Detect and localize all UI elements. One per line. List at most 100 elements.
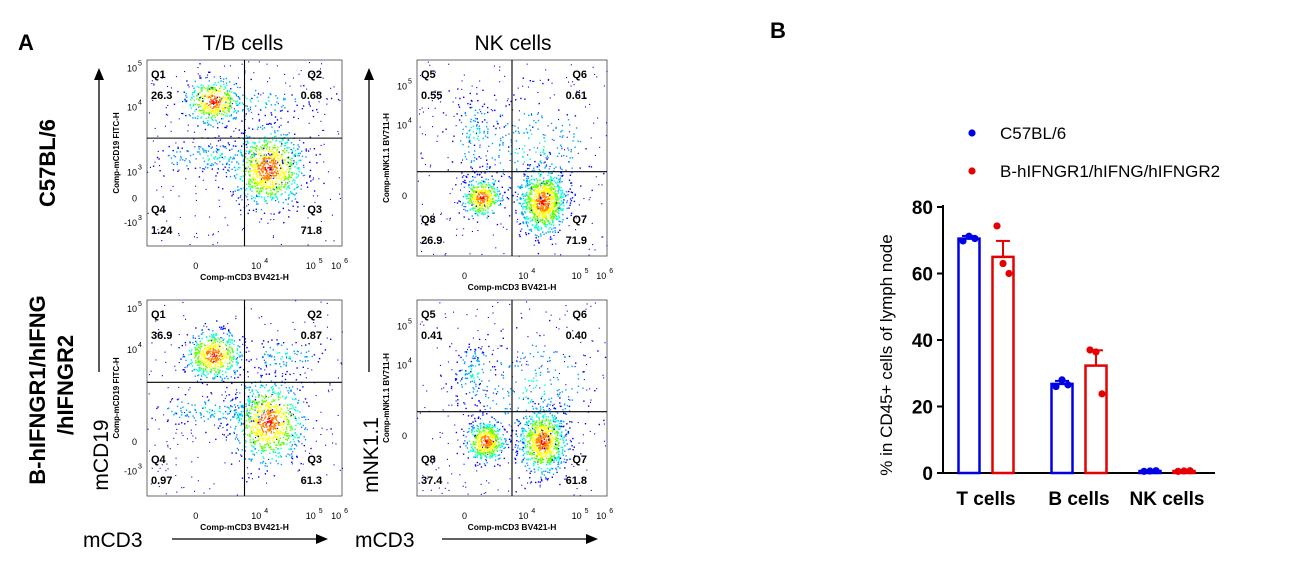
data-point <box>1140 467 1148 475</box>
data-point <box>1174 467 1182 475</box>
x-tick-label: T cells <box>956 489 1015 510</box>
y-tick-label: 20 <box>912 398 933 419</box>
quadrant-value: 0.61 <box>566 90 587 102</box>
quadrant-value: 1.24 <box>151 225 173 237</box>
x-tick-exponent: 6 <box>344 508 348 515</box>
x-tick-label: 0 <box>193 261 198 271</box>
y-tick-exponent: 5 <box>138 60 142 67</box>
y-tick-exponent: 3 <box>138 215 142 222</box>
y-axis-title: % in CD45+ cells of lymph node <box>877 234 896 475</box>
flow-x-axis-title: Comp-mCD3 BV421-H <box>468 282 557 292</box>
quadrant-label: Q3 <box>307 204 322 216</box>
y-tick-label: 10 <box>127 168 137 178</box>
data-point <box>965 232 973 240</box>
quadrant-value: 0.87 <box>301 330 322 342</box>
quadrant-label: Q3 <box>307 454 322 466</box>
data-point <box>1064 381 1072 389</box>
panel-label-b: B <box>770 18 786 43</box>
data-point <box>959 237 967 245</box>
flow-y-axis-title: Comp-mNK1.1 BV711-H <box>382 113 391 203</box>
row-label-humanized-line2: /hIFNGR2 <box>53 335 78 435</box>
quadrant-label: Q8 <box>421 214 436 226</box>
quadrant-label: Q5 <box>421 309 436 321</box>
row-label-humanized-line1: B-hIFNGR1/hIFNG <box>25 295 50 484</box>
y-tick-label: 40 <box>912 331 933 352</box>
x-tick-exponent: 5 <box>585 508 589 515</box>
data-point <box>1180 467 1188 475</box>
y-tick-label: 10 <box>127 103 137 113</box>
quadrant-value: 26.3 <box>151 90 172 102</box>
x-tick-label: 10 <box>251 511 261 521</box>
column-title-tb: T/B cells <box>203 32 284 55</box>
quadrant-label: Q2 <box>307 309 322 321</box>
x-tick-label: 10 <box>518 511 528 521</box>
y-tick-label: 0 <box>402 431 407 441</box>
data-point <box>1052 382 1060 391</box>
y-tick-exponent: 3 <box>138 464 142 471</box>
y-tick-exponent: 4 <box>408 358 412 365</box>
data-point <box>1098 390 1106 398</box>
quadrant-label: Q7 <box>572 214 587 226</box>
x-tick-label: 10 <box>306 511 316 521</box>
quadrant-label: Q5 <box>421 69 436 81</box>
flow-dots <box>417 301 607 497</box>
data-point <box>971 234 979 243</box>
legend-marker <box>968 129 976 137</box>
flow-dots <box>147 300 343 496</box>
y-tick-label: 10 <box>397 81 407 91</box>
x-tick-exponent: 4 <box>531 508 535 515</box>
data-point <box>1005 269 1013 278</box>
x-tick-exponent: 6 <box>344 258 348 265</box>
x-tick-label: 10 <box>572 271 582 281</box>
quadrant-label: Q1 <box>151 309 166 321</box>
x-tick-label: 0 <box>193 511 198 521</box>
y-tick-label: -10 <box>124 467 137 477</box>
data-point <box>1092 348 1100 356</box>
x-tick-label: 10 <box>251 261 261 271</box>
row-label-c57: C57BL/6 <box>35 119 60 207</box>
data-point <box>1146 467 1154 475</box>
x-tick-label: 0 <box>462 271 467 281</box>
y-tick-label: 10 <box>397 361 407 371</box>
quadrant-value: 0.68 <box>301 90 322 102</box>
x-tick-exponent: 4 <box>264 508 268 515</box>
x-tick-label: 10 <box>331 511 341 521</box>
big-x-label-left: mCD3 <box>83 529 143 552</box>
x-tick-exponent: 6 <box>609 508 613 515</box>
flow-y-axis-title: Comp-mCD19 FITC-H <box>112 357 121 439</box>
quadrant-label: Q2 <box>307 69 322 81</box>
flow-x-axis-title: Comp-mCD3 BV421-H <box>200 522 289 532</box>
y-tick-label: 80 <box>912 198 933 219</box>
quadrant-label: Q8 <box>421 454 436 466</box>
x-tick-exponent: 5 <box>319 258 323 265</box>
y-tick-exponent: 3 <box>138 165 142 172</box>
y-tick-label: 10 <box>127 304 137 314</box>
data-point <box>1058 376 1066 384</box>
quadrant-value: 37.4 <box>421 475 443 487</box>
quadrant-label: Q7 <box>572 454 587 466</box>
data-point <box>999 259 1007 268</box>
data-point <box>1152 467 1160 475</box>
quadrant-label: Q6 <box>572 69 587 81</box>
y-tick-exponent: 5 <box>408 78 412 85</box>
flow-x-axis-title: Comp-mCD3 BV421-H <box>468 522 557 532</box>
y-tick-exponent: 5 <box>138 301 142 308</box>
y-tick-label: 0 <box>132 437 137 447</box>
big-y-label-left: mCD19 <box>90 419 113 490</box>
quadrant-value: 36.9 <box>151 330 172 342</box>
x-tick-exponent: 5 <box>585 268 589 275</box>
x-tick-label: 10 <box>572 511 582 521</box>
quadrant-label: Q6 <box>572 309 587 321</box>
legend-label: C57BL/6 <box>1000 124 1066 143</box>
bar <box>991 255 1015 475</box>
data-point <box>1186 467 1194 475</box>
y-tick-label: 10 <box>397 321 407 331</box>
flow-x-axis-title: Comp-mCD3 BV421-H <box>200 272 289 282</box>
y-tick-label: 10 <box>127 63 137 73</box>
quadrant-label: Q1 <box>151 69 166 81</box>
flow-y-axis-title: Comp-mCD19 FITC-H <box>112 112 121 194</box>
bar <box>1050 382 1074 475</box>
